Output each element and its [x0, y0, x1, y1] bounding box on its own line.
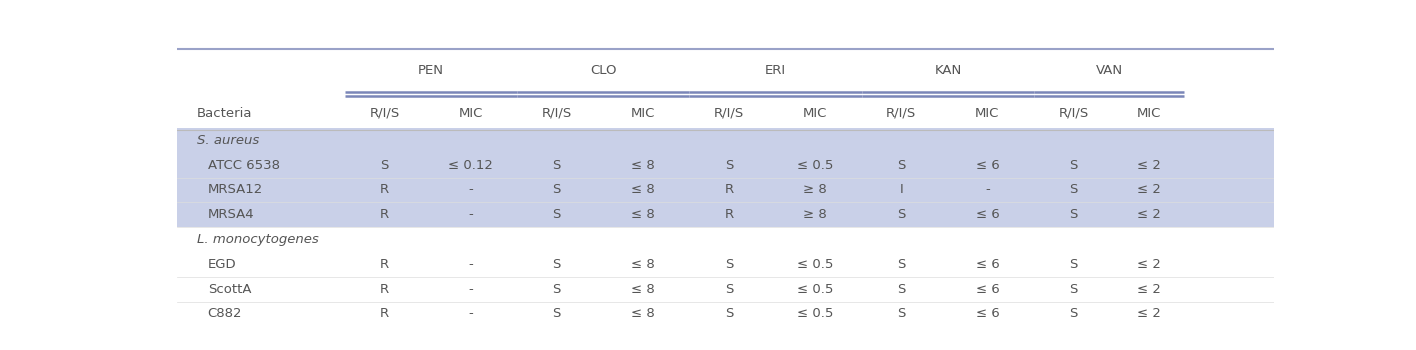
Text: Bacteria: Bacteria	[197, 107, 252, 120]
Text: ≤ 6: ≤ 6	[976, 307, 1000, 321]
Text: R/I/S: R/I/S	[370, 107, 399, 120]
Text: ≤ 0.12: ≤ 0.12	[447, 159, 493, 172]
Text: S: S	[725, 307, 733, 321]
Text: MIC: MIC	[630, 107, 656, 120]
Text: R: R	[379, 258, 389, 271]
Text: -: -	[469, 183, 473, 196]
Text: ≤ 8: ≤ 8	[632, 183, 654, 196]
Text: -: -	[469, 208, 473, 221]
Text: ≤ 0.5: ≤ 0.5	[797, 258, 834, 271]
Text: S: S	[381, 159, 388, 172]
Text: -: -	[986, 183, 990, 196]
Text: R: R	[379, 208, 389, 221]
Text: KAN: KAN	[935, 64, 961, 77]
Text: S: S	[552, 183, 561, 196]
Text: ≤ 0.5: ≤ 0.5	[797, 159, 834, 172]
Text: ≤ 2: ≤ 2	[1137, 307, 1161, 321]
Text: ≤ 0.5: ≤ 0.5	[797, 307, 834, 321]
Text: ≤ 0.5: ≤ 0.5	[797, 283, 834, 296]
Text: S: S	[552, 307, 561, 321]
Text: S: S	[898, 283, 905, 296]
Text: EGD: EGD	[208, 258, 236, 271]
Text: ≤ 2: ≤ 2	[1137, 208, 1161, 221]
Text: S: S	[1069, 307, 1078, 321]
Text: S: S	[1069, 283, 1078, 296]
Text: MRSA4: MRSA4	[208, 208, 255, 221]
Text: R/I/S: R/I/S	[1058, 107, 1089, 120]
Text: VAN: VAN	[1096, 64, 1123, 77]
Text: ≤ 8: ≤ 8	[632, 208, 654, 221]
Bar	[177, 128, 1274, 227]
Text: ERI: ERI	[765, 64, 786, 77]
Text: R/I/S: R/I/S	[541, 107, 572, 120]
Text: MIC: MIC	[1137, 107, 1161, 120]
Text: ≤ 8: ≤ 8	[632, 159, 654, 172]
Text: ≤ 2: ≤ 2	[1137, 283, 1161, 296]
Text: ≤ 2: ≤ 2	[1137, 183, 1161, 196]
Text: ≤ 6: ≤ 6	[976, 258, 1000, 271]
Text: -: -	[469, 258, 473, 271]
Text: S: S	[552, 258, 561, 271]
Text: ≤ 8: ≤ 8	[632, 307, 654, 321]
Text: ≤ 6: ≤ 6	[976, 208, 1000, 221]
Text: ATCC 6538: ATCC 6538	[208, 159, 280, 172]
Text: ≤ 6: ≤ 6	[976, 159, 1000, 172]
Text: L. monocytogenes: L. monocytogenes	[197, 233, 319, 246]
Text: S: S	[552, 208, 561, 221]
Text: CLO: CLO	[590, 64, 616, 77]
Text: S: S	[552, 283, 561, 296]
Text: MRSA12: MRSA12	[208, 183, 263, 196]
Text: R: R	[379, 183, 389, 196]
Text: MIC: MIC	[459, 107, 483, 120]
Text: S: S	[898, 208, 905, 221]
Text: S: S	[725, 258, 733, 271]
Text: MIC: MIC	[803, 107, 827, 120]
Text: ≤ 8: ≤ 8	[632, 283, 654, 296]
Text: S: S	[898, 159, 905, 172]
Text: ≥ 8: ≥ 8	[803, 208, 827, 221]
Text: ≥ 8: ≥ 8	[803, 183, 827, 196]
Text: ScottA: ScottA	[208, 283, 251, 296]
Text: ≤ 8: ≤ 8	[632, 258, 654, 271]
Text: R/I/S: R/I/S	[886, 107, 916, 120]
Text: S: S	[1069, 258, 1078, 271]
Text: S: S	[898, 258, 905, 271]
Text: R: R	[379, 307, 389, 321]
Text: R: R	[379, 283, 389, 296]
Text: -: -	[469, 283, 473, 296]
Text: ≤ 6: ≤ 6	[976, 283, 1000, 296]
Text: R: R	[725, 208, 733, 221]
Text: ≤ 2: ≤ 2	[1137, 258, 1161, 271]
Text: R/I/S: R/I/S	[714, 107, 745, 120]
Text: S. aureus: S. aureus	[197, 134, 259, 147]
Text: S: S	[898, 307, 905, 321]
Text: S: S	[1069, 208, 1078, 221]
Text: S: S	[725, 159, 733, 172]
Text: I: I	[899, 183, 903, 196]
Text: S: S	[552, 159, 561, 172]
Text: -: -	[469, 307, 473, 321]
Text: R: R	[725, 183, 733, 196]
Text: MIC: MIC	[976, 107, 1000, 120]
Text: S: S	[725, 283, 733, 296]
Text: PEN: PEN	[418, 64, 445, 77]
Text: C882: C882	[208, 307, 242, 321]
Text: ≤ 2: ≤ 2	[1137, 159, 1161, 172]
Text: S: S	[1069, 183, 1078, 196]
Text: S: S	[1069, 159, 1078, 172]
